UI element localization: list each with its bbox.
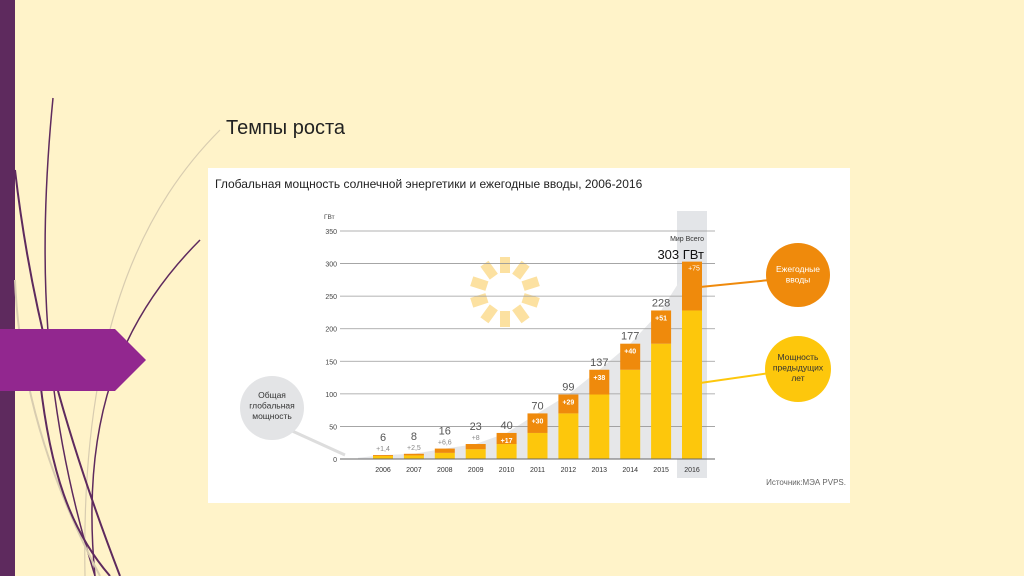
addition-label: +6,6 — [438, 440, 452, 447]
total-label: 8 — [411, 431, 417, 443]
sun-ray — [470, 293, 489, 308]
bar-previous — [558, 413, 579, 459]
total-label: 99 — [562, 382, 574, 394]
addition-label: +38 — [593, 375, 605, 382]
y-tick-label: 350 — [325, 229, 337, 236]
bar-previous — [403, 455, 424, 459]
chart-title: Глобальная мощность солнечной энергетики… — [215, 177, 643, 191]
bar-addition — [434, 448, 455, 453]
y-tick-label: 0 — [333, 457, 337, 464]
total-label: 40 — [500, 420, 512, 432]
legend-label-total: Общая глобальная мощность — [249, 390, 295, 421]
bar-previous — [682, 310, 702, 459]
addition-label: +40 — [624, 349, 636, 356]
total-label: 228 — [652, 297, 670, 309]
total-label: 177 — [621, 331, 639, 343]
bar-addition — [651, 310, 672, 344]
x-tick-label: 2014 — [622, 467, 638, 474]
total-label: 23 — [470, 421, 482, 433]
x-tick-label: 2013 — [592, 467, 608, 474]
y-axis-unit: ГВт — [324, 214, 335, 221]
bar-addition — [403, 453, 424, 456]
bar-addition — [373, 455, 393, 457]
addition-label: +1,4 — [376, 446, 390, 453]
x-tick-label: 2006 — [375, 467, 391, 474]
highlight-value: 303 ГВт — [657, 247, 704, 262]
x-tick-label: 2009 — [468, 467, 484, 474]
bar-previous — [527, 432, 548, 459]
bar-addition — [558, 394, 579, 414]
bar-previous — [620, 369, 641, 459]
total-label: 6 — [380, 432, 386, 444]
arrow-banner — [0, 329, 146, 391]
callout-line — [289, 428, 346, 457]
legend-bubble-previous — [765, 336, 831, 402]
x-tick-label: 2007 — [406, 467, 422, 474]
y-tick-label: 100 — [325, 392, 337, 399]
addition-label: +30 — [532, 418, 544, 425]
x-tick-label: 2016 — [684, 467, 700, 474]
y-tick-label: 250 — [325, 294, 337, 301]
y-tick-label: 150 — [325, 359, 337, 366]
sun-ray — [480, 304, 498, 324]
sun-ray — [512, 260, 530, 280]
sun-ray — [521, 276, 540, 291]
y-tick-label: 200 — [325, 327, 337, 334]
bar-previous — [496, 444, 517, 459]
y-tick-label: 300 — [325, 262, 337, 269]
legend-bubble-total — [240, 376, 304, 440]
total-label: 70 — [531, 400, 543, 412]
sun-ray — [500, 311, 510, 327]
highlight-label: Мир Всего — [670, 236, 704, 243]
sun-ray — [512, 304, 530, 324]
total-label: 137 — [590, 357, 608, 369]
sidebar-bar — [0, 0, 15, 576]
addition-label: +29 — [562, 400, 574, 407]
legend-label-previous: Мощность предыдущих лет — [773, 352, 824, 383]
slide-title: Темпы роста — [226, 117, 346, 139]
sun-ray — [470, 276, 489, 291]
bar-addition — [496, 432, 517, 445]
x-tick-label: 2008 — [437, 467, 453, 474]
bar-addition — [682, 261, 702, 311]
source-note: Источник:МЭА PVPS. — [766, 478, 846, 487]
bar-previous — [651, 343, 672, 459]
addition-label: +17 — [501, 438, 513, 445]
callout-line — [699, 372, 771, 384]
bar-addition — [527, 413, 548, 433]
bar-previous — [589, 394, 610, 459]
bar-addition — [465, 444, 486, 450]
x-tick-label: 2012 — [561, 467, 577, 474]
y-tick-label: 50 — [329, 424, 337, 431]
sun-icon — [470, 257, 540, 327]
total-label: 16 — [439, 426, 451, 438]
legend-bubble-additions — [766, 243, 830, 307]
bar-addition — [620, 343, 641, 370]
sun-ray — [480, 260, 498, 280]
addition-label: +8 — [472, 435, 480, 442]
sun-ray — [521, 293, 540, 308]
bar-previous — [465, 449, 486, 459]
x-tick-label: 2010 — [499, 467, 515, 474]
x-tick-label: 2011 — [530, 467, 545, 474]
bar-addition — [589, 369, 610, 395]
addition-label: +51 — [655, 315, 667, 322]
bar-previous — [434, 452, 455, 459]
x-tick-label: 2015 — [653, 467, 669, 474]
callout-line — [699, 279, 771, 288]
sun-ray — [500, 257, 510, 273]
addition-label: +75 — [688, 266, 700, 273]
legend-label-additions: Ежегодные вводы — [776, 264, 820, 285]
addition-label: +2,5 — [407, 445, 421, 452]
bar-previous — [373, 456, 393, 459]
